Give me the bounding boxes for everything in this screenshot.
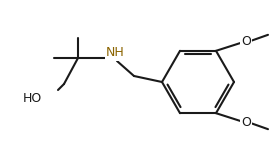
Text: NH: NH [106,46,124,60]
Text: HO: HO [23,93,42,106]
Text: O: O [241,35,251,48]
Text: O: O [241,116,251,129]
